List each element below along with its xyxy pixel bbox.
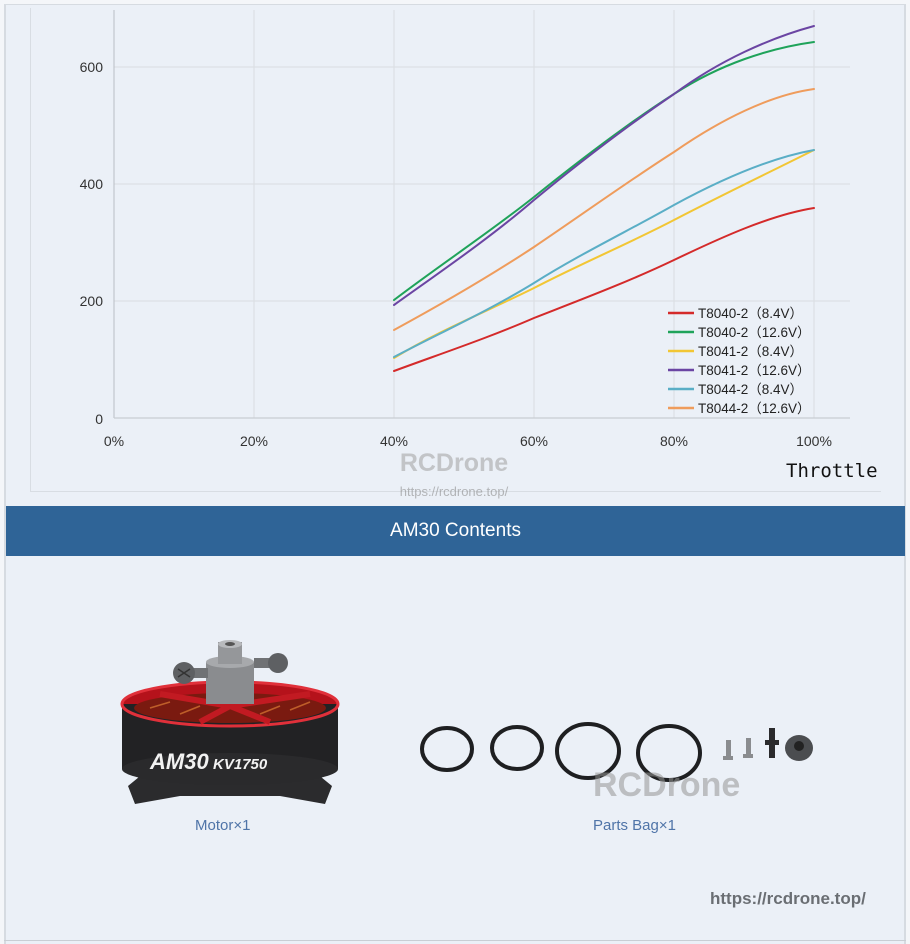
motor-label: Motor×1: [195, 817, 251, 834]
motor-kv-engraving: KV1750: [213, 756, 268, 773]
motor-image: AM30 KV1750: [120, 640, 340, 804]
y-tick-label: 0: [95, 411, 103, 427]
section-banner: AM30 Contents: [6, 506, 905, 556]
x-tick-label: 20%: [240, 433, 268, 449]
x-tick-label: 60%: [520, 433, 548, 449]
x-tick-label: 80%: [660, 433, 688, 449]
legend-label: T8041-2（8.4V）: [698, 344, 803, 359]
legend-label: T8040-2（12.6V）: [698, 325, 811, 340]
legend-label: T8041-2（12.6V）: [698, 363, 811, 378]
section-title: AM30 Contents: [390, 520, 521, 541]
y-tick-label: 400: [80, 176, 104, 192]
parts-bag-image: [420, 722, 813, 782]
parts-bag-label: Parts Bag×1: [593, 817, 676, 834]
x-axis-title: Throttle: [786, 460, 878, 482]
bottom-divider: [4, 940, 906, 941]
y-tick-label: 600: [80, 59, 104, 75]
series-line-t8040-2-12.6v: [393, 41, 815, 301]
chart-watermark: RCDrone: [400, 449, 508, 477]
chart-watermark-url: https://rcdrone.top/: [400, 484, 509, 499]
series-line-t8040-2-8.4v: [393, 207, 815, 372]
legend-label: T8040-2（8.4V）: [698, 306, 803, 321]
legend-label: T8044-2（8.4V）: [698, 382, 803, 397]
x-tick-label: 40%: [380, 433, 408, 449]
x-tick-label: 0%: [104, 433, 124, 449]
footer-url[interactable]: https://rcdrone.top/: [710, 889, 866, 908]
series-line-t8044-2-8.4v: [393, 149, 815, 358]
chart-frame: [30, 8, 881, 492]
contents-watermark: RCDrone: [593, 766, 741, 804]
legend-label: T8044-2（12.6V）: [698, 401, 811, 416]
line-chart: 600 400 200 0 0% 20% 40% 60% 80% 100% Th…: [80, 10, 878, 499]
y-tick-label: 200: [80, 293, 104, 309]
motor-model-engraving: AM30: [149, 749, 209, 774]
series-line-t8041-2-12.6v: [393, 25, 815, 306]
legend: T8040-2（8.4V） T8040-2（12.6V） T8041-2（8.4…: [668, 306, 811, 416]
x-tick-label: 100%: [796, 433, 832, 449]
series-line-t8044-2-12.6v: [393, 88, 815, 331]
